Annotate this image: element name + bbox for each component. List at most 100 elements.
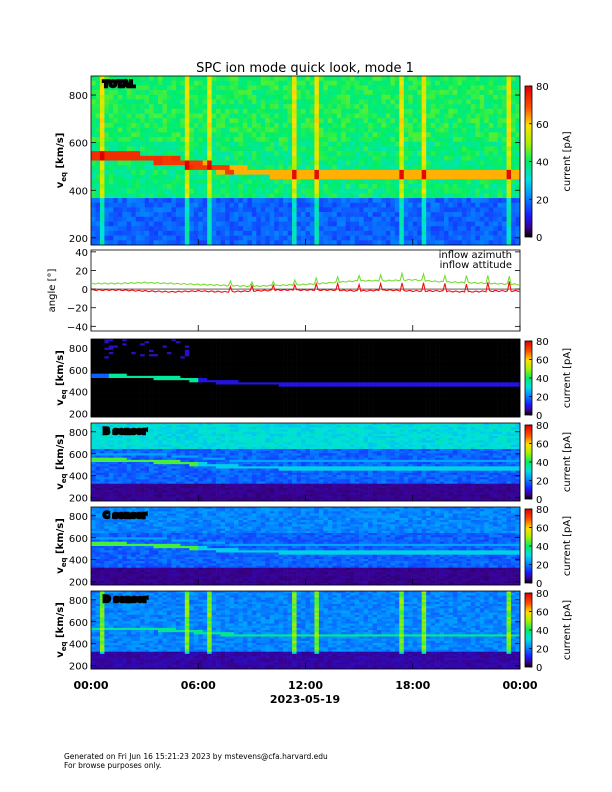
heatmap-cell <box>225 384 230 387</box>
heatmap-cell <box>314 108 320 114</box>
heatmap-cell <box>265 347 271 351</box>
heatmap-cell <box>318 132 324 138</box>
heatmap-cell <box>470 122 476 128</box>
heatmap-cell <box>287 104 293 110</box>
heatmap-cell <box>175 358 181 361</box>
heatmap-cell <box>336 198 342 204</box>
heatmap-cell <box>216 388 221 392</box>
heatmap-cell <box>122 85 128 91</box>
heatmap-cell <box>104 99 110 105</box>
heatmap-cell <box>260 240 266 246</box>
heatmap-cell <box>225 113 230 119</box>
heatmap-cell <box>162 401 168 405</box>
heatmap-cell <box>345 127 351 133</box>
heatmap-cell <box>126 380 132 383</box>
heatmap-cell <box>350 141 355 147</box>
heatmap-cell <box>220 384 226 387</box>
heatmap-cell <box>117 388 123 392</box>
heatmap-cell <box>108 406 114 409</box>
heatmap-cell <box>238 412 244 416</box>
heatmap-cell <box>341 127 347 133</box>
heatmap-cell <box>149 401 154 405</box>
heatmap-cell <box>198 352 204 355</box>
heatmap-cell <box>189 393 195 396</box>
heatmap-cell <box>135 108 141 114</box>
heatmap-cell <box>403 183 409 189</box>
heatmap-cell <box>144 198 150 204</box>
heatmap-cell <box>292 104 297 110</box>
heatmap-cell <box>207 122 212 128</box>
heatmap-cell <box>256 132 262 138</box>
heatmap-cell <box>323 240 329 246</box>
heatmap-cell <box>91 378 96 381</box>
heatmap-cell <box>149 165 154 171</box>
heatmap-cell <box>502 165 507 171</box>
heatmap-cell <box>488 118 494 124</box>
heatmap-cell <box>99 90 105 96</box>
heatmap-cell <box>247 118 253 124</box>
heatmap-cell <box>225 221 230 227</box>
heatmap-cell <box>126 399 132 403</box>
heatmap-cell <box>91 240 96 246</box>
heatmap-cell <box>269 104 275 110</box>
heatmap-cell <box>439 216 445 222</box>
heatmap-cell <box>287 113 293 119</box>
heatmap-cell <box>260 375 266 379</box>
heatmap-cell <box>314 240 320 246</box>
heatmap-cell <box>126 354 132 357</box>
heatmap-cell <box>426 85 431 91</box>
heatmap-cell <box>287 151 293 157</box>
heatmap-cell <box>439 99 445 105</box>
heatmap-cell <box>412 183 418 189</box>
heatmap-cell <box>341 235 347 241</box>
heatmap-cell <box>99 365 105 368</box>
heatmap-cell <box>260 122 266 128</box>
heatmap-cell <box>184 388 190 392</box>
heatmap-cell <box>104 388 110 392</box>
heatmap-cell <box>184 108 190 114</box>
heatmap-cell <box>117 207 123 213</box>
heatmap-cell <box>278 216 284 222</box>
heatmap-cell <box>216 371 221 374</box>
heatmap-cell <box>301 118 306 124</box>
heatmap-cell <box>202 193 208 199</box>
heatmap-cell <box>421 90 427 96</box>
heatmap-cell <box>126 384 132 387</box>
heatmap-cell <box>497 179 503 185</box>
heatmap-cell <box>484 127 490 133</box>
heatmap-cell <box>175 352 181 355</box>
heatmap-cell <box>511 188 516 194</box>
heatmap-cell <box>484 207 490 213</box>
heatmap-cell <box>350 235 355 241</box>
heatmap-cell <box>234 99 239 105</box>
heatmap-cell <box>184 356 190 359</box>
heatmap-cell <box>323 151 329 157</box>
heatmap-cell <box>175 132 181 138</box>
heatmap-cell <box>296 85 302 91</box>
heatmap-cell <box>149 369 154 372</box>
heatmap-cell <box>211 188 217 194</box>
heatmap-cell <box>341 193 347 199</box>
heatmap-cell <box>220 216 226 222</box>
heatmap-cell <box>189 188 195 194</box>
heatmap-cell <box>153 165 159 171</box>
heatmap-cell <box>193 179 199 185</box>
heatmap-cell <box>216 395 221 398</box>
heatmap-cell <box>126 386 132 390</box>
heatmap-cell <box>363 94 369 100</box>
heatmap-cell <box>296 160 302 166</box>
heatmap-cell <box>149 362 154 366</box>
heatmap-cell <box>470 132 476 138</box>
heatmap-cell <box>435 118 440 124</box>
heatmap-cell <box>91 122 96 128</box>
heatmap-cell <box>108 202 114 208</box>
heatmap-cell <box>113 404 119 407</box>
heatmap-cell <box>149 367 154 370</box>
heatmap-cell <box>439 202 445 208</box>
heatmap-cell <box>493 85 498 91</box>
heatmap-cell <box>184 339 190 342</box>
heatmap-cell <box>242 226 248 232</box>
heatmap-cell <box>457 179 463 185</box>
heatmap-cell <box>341 165 347 171</box>
